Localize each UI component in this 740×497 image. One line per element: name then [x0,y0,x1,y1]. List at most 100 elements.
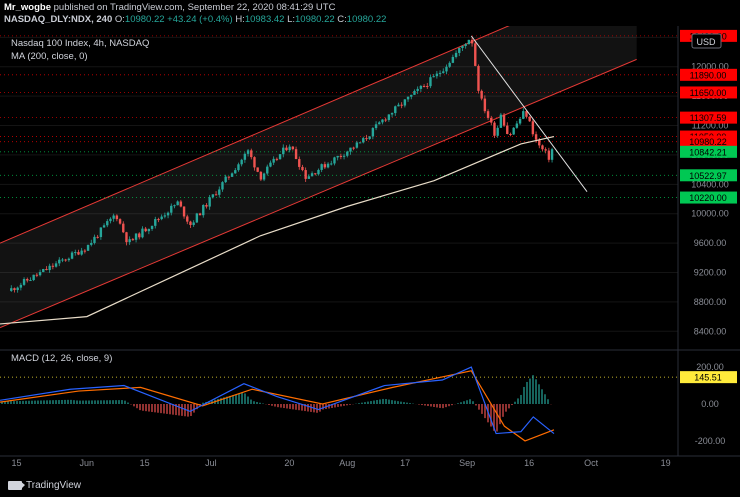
candle-body [445,66,448,72]
candle-body [230,173,234,177]
price-tick-label: 8800.00 [694,297,727,307]
candle-body [330,163,333,165]
trendline[interactable] [470,35,588,192]
price-label-text: 10522.97 [689,171,727,181]
macd-value-box [680,371,737,384]
price-label-text: 10220.00 [689,193,727,203]
candle-body [122,223,125,233]
candle-body [240,159,243,165]
candle-body [237,164,240,171]
time-tick-label: Jun [80,458,95,468]
time-tick-label: Oct [584,458,599,468]
time-tick-label: 20 [284,458,294,468]
candle-body [138,233,141,238]
candle-body [355,142,359,148]
candle-body [118,219,122,224]
candle-body [301,166,304,171]
candle-body [374,124,378,129]
candle-body [320,164,323,170]
ascending-channel[interactable] [0,26,637,329]
price-label-box [680,169,737,182]
candle-body [474,43,477,66]
price-label-box [680,191,737,204]
time-tick-label: 15 [140,458,150,468]
publish-info: Mr_wogbe published on TradingView.com, S… [4,2,335,13]
candle-body [285,147,288,151]
candle-body [211,194,215,198]
candle-body [432,76,435,78]
candle-body [333,157,336,164]
candle-body [112,215,115,219]
candle-body [394,106,397,114]
candle-body [163,215,167,217]
candle-body [32,274,35,281]
candle-body [534,134,538,140]
high-value: 10983.42 [244,14,285,25]
price-label-text: 11307.59 [690,113,727,123]
candle-body [403,99,407,106]
publisher-name[interactable]: Mr_wogbe [4,2,51,13]
price-chart[interactable]: 12400.0012000.0011600.0011200.0010800.00… [0,26,740,474]
high-label: H: [235,14,245,25]
candle-body [307,176,311,179]
candle-body [413,90,416,95]
price-label-text: 10842.21 [689,147,727,157]
price-tick-label: 12000.00 [691,62,729,72]
candle-body [493,122,496,136]
macd-tick-label: 200.00 [696,362,724,372]
symbol-label: NASDAQ_DLY:NDX, 240 [4,14,113,25]
time-axis[interactable]: 15 Jun 15 Jul 20 Aug 17 Sep 16 Oct 19 [12,458,671,468]
candle-body [502,114,506,126]
candle-body [515,123,519,128]
time-tick-label: 15 [12,458,22,468]
candle-body [304,170,307,179]
time-tick-label: Sep [459,458,475,468]
candle-body [38,272,42,276]
candle-body [83,250,87,252]
candle-body [544,149,547,151]
candle-body [365,138,368,140]
macd-value-label: 145.51 [694,373,722,383]
candle-body [326,163,330,168]
candle-body [243,153,247,160]
candle-body [205,205,208,207]
candle-body [77,252,80,255]
candle-body [157,219,160,221]
candle-body [150,225,154,229]
horizontal-levels[interactable] [0,35,678,198]
candle-body [218,189,221,195]
candle-body [461,46,464,49]
candle-body [35,274,39,276]
candle-body [221,182,224,190]
candle-body [378,122,381,125]
candle-body [506,125,509,134]
macd-signal-line [0,370,555,442]
candle-body [198,213,202,216]
candle-body [451,56,455,63]
price-axis[interactable]: 12400.0012000.0011600.0011200.0010800.00… [680,29,737,446]
candle-body [16,287,19,291]
candle-body [458,48,461,53]
candle-body [106,221,109,226]
candle-body [442,71,445,73]
channel-upper-line [0,26,510,244]
price-label-text: 11890.00 [690,70,727,80]
candle-body [61,259,64,261]
candle-body [387,114,391,120]
candle-body [406,96,410,100]
candle-body [67,258,71,261]
time-tick-label: Aug [339,458,355,468]
candle-body [170,205,173,213]
candle-body [346,151,349,156]
low-label: L: [287,14,296,25]
candle-body [54,263,58,267]
tradingview-logo[interactable]: TradingView [8,480,81,491]
candle-body [45,269,48,271]
open-value: 10980.22 [124,14,165,25]
candle-body [192,222,195,225]
candle-body [48,265,51,271]
candle-body [272,158,275,163]
candle-body [317,169,320,175]
currency-badge[interactable] [691,33,722,49]
candle-body [128,239,131,243]
